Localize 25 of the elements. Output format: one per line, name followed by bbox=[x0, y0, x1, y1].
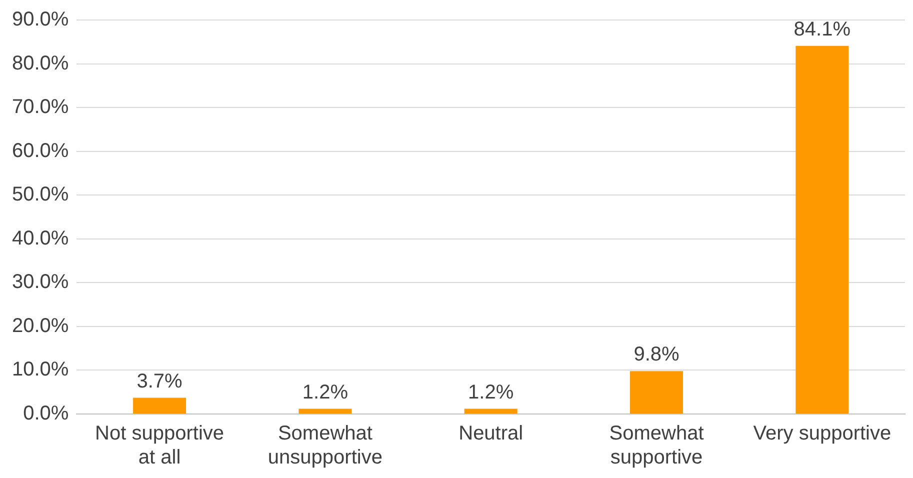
data-label: 1.2% bbox=[468, 381, 514, 404]
x-tick-label: Somewhat unsupportive bbox=[268, 422, 382, 469]
data-label: 9.8% bbox=[634, 344, 680, 366]
bar bbox=[796, 46, 849, 414]
x-tick-label: Not supportive at all bbox=[95, 422, 224, 469]
data-label: 1.2% bbox=[302, 381, 348, 404]
y-tick-label: 40.0% bbox=[12, 227, 69, 250]
bar bbox=[630, 371, 684, 414]
y-tick-label: 90.0% bbox=[12, 8, 69, 31]
y-tick-label: 70.0% bbox=[12, 96, 69, 118]
bar bbox=[464, 408, 518, 414]
y-tick-label: 10.0% bbox=[12, 358, 69, 381]
x-tick-label: Very supportive bbox=[753, 422, 892, 445]
bar bbox=[133, 398, 186, 414]
bar bbox=[298, 408, 352, 414]
y-tick-label: 20.0% bbox=[12, 314, 69, 337]
x-tick-label: Neutral bbox=[458, 422, 524, 445]
y-tick-label: 60.0% bbox=[12, 140, 69, 162]
y-tick-label: 50.0% bbox=[12, 184, 69, 206]
data-label: 84.1% bbox=[794, 18, 851, 40]
y-tick-label: 30.0% bbox=[12, 271, 69, 294]
y-tick-label: 0.0% bbox=[23, 402, 69, 425]
data-label: 3.7% bbox=[136, 370, 183, 392]
x-tick-label: Somewhat supportive bbox=[609, 422, 704, 469]
y-tick-label: 80.0% bbox=[12, 52, 69, 74]
